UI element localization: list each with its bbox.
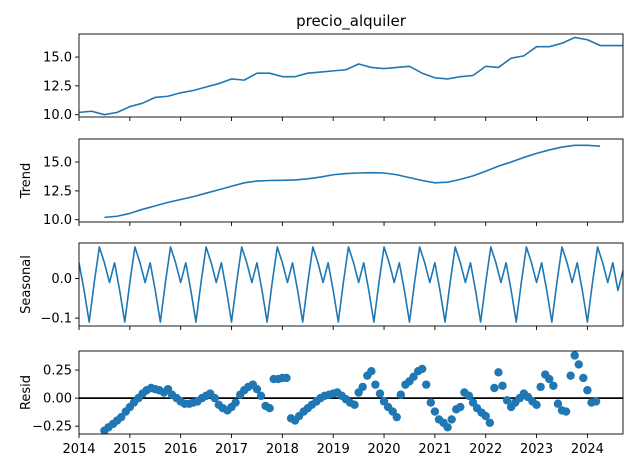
x-tick-label: 2020: [367, 442, 400, 457]
x-tick-label: 2014: [62, 442, 95, 457]
resid-point: [574, 360, 583, 369]
resid-point: [549, 381, 558, 390]
resid-point: [579, 373, 588, 383]
x-tick-label: 2016: [164, 442, 197, 457]
y-tick-label-observed: 10.0: [43, 108, 72, 123]
resid-point: [358, 382, 367, 392]
seasonal-series-line: [79, 246, 623, 323]
resid-point: [265, 404, 274, 413]
x-tick-label: 2019: [317, 442, 350, 457]
resid-point: [485, 418, 494, 427]
y-tick-label-observed: 15.0: [43, 51, 72, 66]
resid-point: [371, 380, 380, 389]
resid-point: [392, 412, 401, 422]
resid-point: [396, 390, 406, 399]
resid-point: [570, 351, 579, 360]
x-tick-label: 2022: [469, 442, 502, 457]
resid-point: [367, 366, 376, 376]
resid-point: [591, 397, 601, 406]
x-tick-label: 2015: [113, 442, 146, 457]
resid-point: [536, 382, 545, 392]
data-group-observed: [79, 36, 623, 116]
y-tick-label-seasonal: −0.1: [40, 312, 72, 327]
y-tick-label-resid: 0.25: [43, 364, 72, 379]
resid-point: [490, 383, 499, 393]
chart-title: precio_alquiler: [296, 12, 407, 31]
x-tick-label: 2024: [571, 442, 604, 457]
resid-point: [481, 411, 490, 421]
resid-point: [443, 423, 452, 432]
x-tick-label: 2023: [520, 442, 553, 457]
resid-point: [532, 400, 541, 410]
resid-point: [375, 389, 385, 398]
resid-point: [422, 380, 431, 389]
data-group-resid: [100, 351, 601, 434]
resid-point: [494, 368, 503, 377]
panel-trend: 10.0 12.5 15.0 Trend: [19, 138, 624, 228]
resid-point: [282, 373, 291, 383]
y-tick-label-trend: 12.5: [43, 184, 72, 199]
resid-point: [545, 374, 554, 384]
axes-frame-resid: [78, 350, 624, 435]
resid-point: [256, 391, 266, 401]
observed-series-line: [79, 36, 623, 116]
y-tick-label-trend: 10.0: [43, 213, 72, 228]
trend-series-line: [104, 144, 601, 219]
resid-point: [553, 399, 563, 408]
y-tick-label-observed: 12.5: [43, 79, 72, 94]
resid-point: [426, 398, 436, 407]
resid-point: [430, 407, 440, 416]
axes-frame-observed: [78, 33, 624, 118]
resid-point: [566, 371, 575, 380]
resid-point: [447, 415, 456, 424]
resid-point: [456, 402, 465, 412]
x-tick-label: 2017: [215, 442, 248, 457]
y-axis-label-resid: Resid: [19, 375, 34, 410]
y-axis-label-trend: Trend: [19, 163, 34, 200]
y-tick-label-resid: 0.00: [43, 392, 72, 407]
x-tick-label: 2018: [266, 442, 299, 457]
panel-observed: 10.0 12.5 15.0: [43, 33, 624, 123]
resid-point: [210, 393, 219, 403]
resid-point: [252, 384, 262, 394]
resid-point: [464, 391, 474, 401]
resid-point: [409, 372, 418, 381]
y-tick-label-seasonal: 0.0: [51, 272, 72, 287]
resid-point: [231, 398, 240, 407]
data-group-trend: [104, 144, 601, 219]
panel-seasonal: 0.0 −0.1 Seasonal: [19, 242, 624, 330]
y-tick-label-trend: 15.0: [43, 156, 72, 171]
axes-frame-seasonal: [78, 242, 624, 327]
data-group-seasonal: [79, 246, 623, 323]
resid-point: [350, 400, 359, 410]
resid-point: [561, 407, 571, 416]
y-tick-label-resid: −0.25: [32, 420, 72, 435]
resid-point: [417, 364, 427, 374]
resid-point: [117, 412, 126, 422]
resid-point: [498, 381, 507, 390]
resid-point: [583, 386, 592, 395]
panel-resid: 0.25 0.00 −0.25 2014 2015 2016 2017 2018 2019 202…: [19, 350, 624, 457]
panels-group: 10.0 12.5 15.0 10.0 12.5 15.0 Trend 0.0 −0.1 Seas…: [19, 33, 624, 457]
axes-frame-trend: [78, 138, 624, 223]
y-axis-label-seasonal: Seasonal: [19, 255, 34, 314]
x-tick-label: 2021: [418, 442, 451, 457]
resid-point: [502, 396, 512, 405]
